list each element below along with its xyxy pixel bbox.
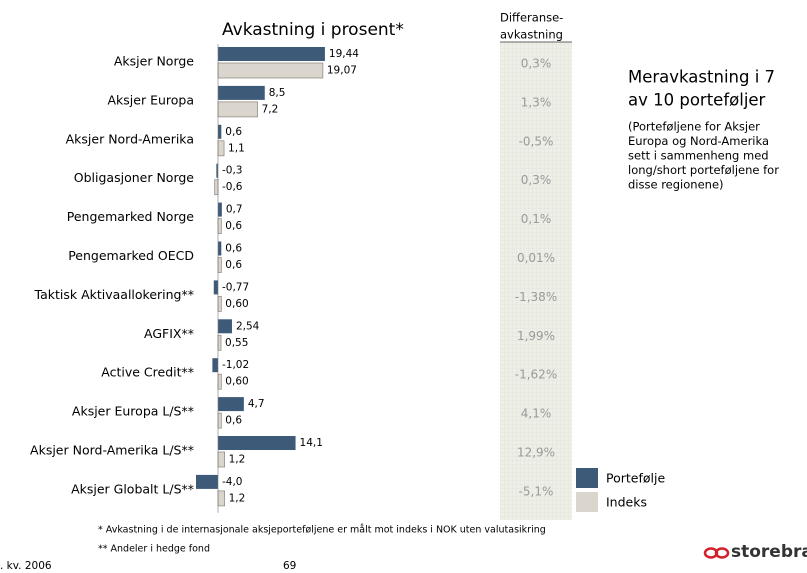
bar: [213, 280, 218, 295]
value-label: 19,44: [329, 48, 359, 60]
difference-label: -0,5%: [519, 134, 554, 148]
bar: [218, 202, 222, 217]
bar: [218, 85, 265, 100]
chart-title: Avkastning i prosent*: [222, 20, 404, 40]
bar: [217, 334, 222, 351]
value-label: 14,1: [300, 437, 323, 449]
difference-column: [500, 42, 572, 520]
difference-label: 0,01%: [517, 251, 555, 265]
logo-text: storebrand: [731, 542, 807, 562]
bar: [216, 163, 218, 178]
footnote: * Avkastning i de internasjonale aksjepo…: [98, 525, 546, 536]
logo-icon: [703, 547, 730, 559]
legend-swatch: [576, 492, 598, 512]
bar: [212, 358, 218, 373]
difference-label: 0,3%: [521, 173, 552, 187]
value-label: 1,2: [229, 492, 246, 504]
bar: [217, 451, 225, 468]
bar: [196, 474, 218, 489]
value-label: 0,60: [225, 298, 248, 310]
value-label: 0,6: [225, 126, 242, 138]
value-label: 4,7: [248, 398, 265, 410]
value-label: 8,5: [269, 87, 286, 99]
category-label: Pengemarked OECD: [68, 248, 194, 263]
value-label: 0,6: [225, 220, 242, 232]
category-label: Aksjer Europa L/S**: [72, 404, 194, 419]
annotation-title: Meravkastning i 7: [628, 68, 775, 87]
difference-label: -5,1%: [519, 484, 554, 498]
bar: [218, 124, 222, 139]
legend-label: Indeks: [606, 495, 647, 510]
value-label: -1,02: [222, 359, 249, 371]
value-label: -0,3: [222, 165, 243, 177]
annotation-text: disse regionene): [628, 178, 724, 192]
difference-label: 12,9%: [517, 446, 555, 460]
bar: [217, 62, 324, 79]
bar: [217, 373, 222, 390]
bar: [217, 296, 222, 312]
bar: [217, 218, 222, 234]
annotation-title: av 10 porteføljer: [628, 91, 766, 110]
category-label: Aksjer Europa: [107, 92, 194, 107]
annotation-text: Europa og Nord-Amerika: [628, 134, 769, 148]
annotation-text: sett i sammenheng med: [628, 149, 769, 163]
value-label: 7,2: [262, 103, 279, 115]
category-label: Aksjer Nord-Amerika: [66, 131, 194, 146]
category-label: Active Credit**: [101, 365, 194, 380]
footnote: ** Andeler i hedge fond: [98, 544, 210, 555]
value-label: 1,1: [228, 142, 245, 154]
category-label: Aksjer Norge: [114, 54, 194, 69]
value-label: -4,0: [222, 476, 243, 488]
bar: [218, 436, 296, 450]
value-label: 0,6: [225, 259, 242, 271]
value-label: 2,54: [236, 320, 260, 332]
category-label: Aksjer Nord-Amerika L/S**: [30, 443, 194, 458]
bar: [218, 397, 244, 412]
difference-label: 0,3%: [521, 57, 552, 71]
footer-left: . kv. 2006: [0, 560, 52, 572]
difference-label: 1,99%: [517, 329, 555, 343]
value-label: -0,77: [222, 281, 249, 293]
bar: [217, 257, 222, 273]
value-label: 0,60: [225, 376, 248, 388]
difference-header: avkastning: [500, 28, 563, 42]
legend-label: Portefølje: [606, 471, 665, 486]
category-label: Pengemarked Norge: [67, 209, 195, 224]
value-label: 1,2: [229, 454, 246, 466]
value-label: 0,6: [225, 243, 242, 255]
value-label: -0,6: [222, 181, 243, 193]
category-label: Taktisk Aktivaallokering**: [34, 287, 195, 302]
value-label: 0,6: [225, 415, 242, 427]
category-label: Obligasjoner Norge: [74, 170, 195, 185]
category-label: AGFIX**: [144, 326, 194, 341]
difference-label: 1,3%: [521, 95, 552, 109]
annotation-text: (Porteføljene for Aksjer: [628, 120, 760, 134]
value-label: 0,55: [225, 337, 248, 349]
page-number: 69: [283, 560, 296, 572]
value-label: 19,07: [327, 65, 357, 77]
difference-label: -1,38%: [515, 290, 557, 304]
bar: [218, 47, 325, 61]
bar: [217, 101, 258, 118]
bar: [217, 412, 222, 429]
difference-label: 4,1%: [521, 407, 552, 421]
bar: [214, 179, 219, 196]
difference-label: -1,62%: [515, 368, 557, 382]
category-label: Aksjer Globalt L/S**: [71, 481, 194, 496]
bar: [218, 241, 222, 256]
bar: [217, 490, 225, 507]
value-label: 0,7: [226, 204, 243, 216]
bar: [218, 319, 232, 334]
difference-label: 0,1%: [521, 212, 552, 226]
bar: [217, 140, 225, 157]
legend-swatch: [576, 468, 598, 488]
difference-header: Differanse-: [500, 11, 563, 25]
annotation-text: long/short porteføljene for: [628, 163, 779, 177]
